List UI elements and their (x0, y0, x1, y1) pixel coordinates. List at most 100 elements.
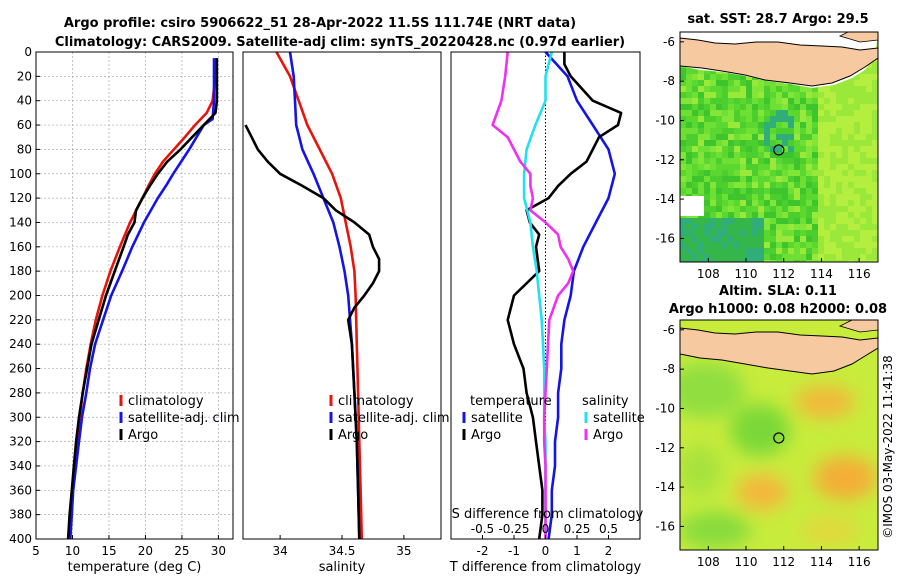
sst-cell (836, 170, 842, 176)
sst-cell (686, 170, 692, 176)
sst-cell (758, 200, 764, 206)
sst-cell (704, 170, 710, 176)
sst-cell (770, 104, 776, 110)
sst-cell (848, 110, 854, 116)
sst-cell (788, 146, 794, 152)
sst-cell (824, 134, 830, 140)
sst-cell (848, 176, 854, 182)
sst-cell (740, 98, 746, 104)
sst-cell (812, 134, 818, 140)
sst-cell (698, 152, 704, 158)
sst-cell (800, 92, 806, 98)
sst-cell (836, 152, 842, 158)
sst-cell (764, 116, 770, 122)
sst-cell (860, 146, 866, 152)
sst-cell (770, 182, 776, 188)
sst-cell (740, 122, 746, 128)
sst-cell (776, 254, 782, 260)
sst-cell (710, 176, 716, 182)
series-line-t-argo (506, 52, 623, 540)
sst-cell (788, 98, 794, 104)
sst-cell (830, 152, 836, 158)
sst-cell (782, 122, 788, 128)
sst-cell (872, 152, 878, 158)
sst-cell (734, 224, 740, 230)
sst-cell (764, 86, 770, 92)
sst-cell (680, 188, 686, 194)
sst-cell (734, 98, 740, 104)
sst-cell (764, 182, 770, 188)
sst-cell (680, 80, 686, 86)
sst-cell (854, 206, 860, 212)
sla-blob (800, 516, 860, 544)
sst-cell (722, 230, 728, 236)
sst-cell (812, 170, 818, 176)
sst-cell (698, 236, 704, 242)
sst-cell (686, 74, 692, 80)
sst-cell (824, 236, 830, 242)
sst-cell (740, 152, 746, 158)
sst-cell (704, 200, 710, 206)
sst-cell (788, 188, 794, 194)
sst-cell (872, 134, 878, 140)
sst-cell (824, 248, 830, 254)
sst-cell (800, 248, 806, 254)
sst-cell (788, 116, 794, 122)
sst-cell (830, 212, 836, 218)
sst-cell (794, 194, 800, 200)
sst-cell (686, 68, 692, 74)
sst-cell (740, 170, 746, 176)
sst-cell (716, 260, 722, 262)
sst-cell (680, 86, 686, 92)
sst-cell (746, 170, 752, 176)
sst-cell (866, 146, 872, 152)
sst-cell (686, 188, 692, 194)
sst-cell (740, 86, 746, 92)
sst-cell (842, 92, 848, 98)
sst-cell (758, 128, 764, 134)
sst-cell (866, 80, 872, 86)
sst-cell (776, 224, 782, 230)
sst-cell (680, 110, 686, 116)
sst-cell (698, 158, 704, 164)
sst-cell (788, 164, 794, 170)
map-y-tick-label: -12 (655, 153, 675, 167)
sst-cell (686, 182, 692, 188)
sst-cell (782, 212, 788, 218)
sst-cell (806, 194, 812, 200)
sst-cell (824, 182, 830, 188)
sst-cell (818, 206, 824, 212)
sst-cell (722, 140, 728, 146)
sst-cell (818, 110, 824, 116)
sst-map-title: sat. SST: 28.7 Argo: 29.5 (687, 12, 868, 27)
sst-cell (872, 146, 878, 152)
sst-cell (782, 236, 788, 242)
sst-cell (722, 212, 728, 218)
sst-cell (794, 92, 800, 98)
sst-cell (728, 206, 734, 212)
sst-cell (854, 164, 860, 170)
sla-map-frame (679, 319, 879, 551)
sst-cell (818, 116, 824, 122)
sst-cell (842, 218, 848, 224)
sst-cell (788, 224, 794, 230)
sst-cell (728, 218, 734, 224)
map-y-tick-label: -8 (663, 362, 675, 376)
sst-cell (728, 194, 734, 200)
sst-cell (734, 170, 740, 176)
sst-cell (806, 176, 812, 182)
sst-cell (848, 182, 854, 188)
sst-cell (812, 248, 818, 254)
sst-cell (728, 92, 734, 98)
sst-cell (704, 110, 710, 116)
sst-cell (782, 104, 788, 110)
sst-cell (686, 176, 692, 182)
sst-cell (824, 230, 830, 236)
sst-cell (758, 182, 764, 188)
sst-cell (734, 176, 740, 182)
sst-cell (728, 116, 734, 122)
sst-cell (710, 164, 716, 170)
sst-cell (770, 188, 776, 194)
sst-cell (758, 176, 764, 182)
sst-cell (746, 248, 752, 254)
